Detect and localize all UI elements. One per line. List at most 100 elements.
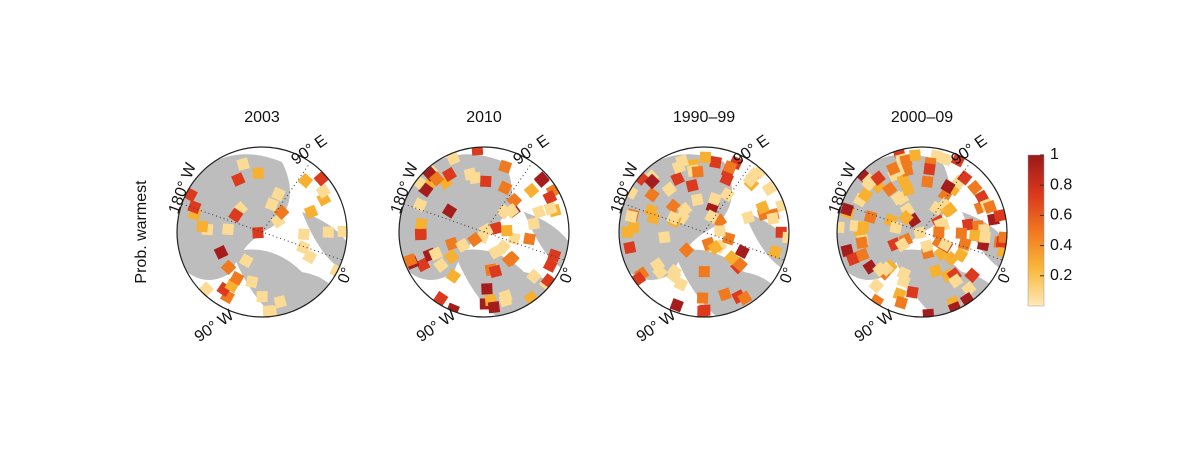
map-cell bbox=[882, 181, 898, 197]
map-cell bbox=[855, 247, 870, 262]
map-cell bbox=[322, 226, 334, 238]
map-cell bbox=[690, 193, 704, 207]
map-cell bbox=[441, 203, 458, 219]
map-cell bbox=[501, 224, 513, 237]
map-cell bbox=[717, 287, 732, 302]
map-cell bbox=[982, 199, 998, 215]
map-cell bbox=[894, 237, 910, 253]
lon-label: 0° bbox=[335, 265, 356, 285]
map-cell bbox=[978, 231, 991, 244]
map-cell bbox=[707, 192, 722, 207]
lon-label: 90° W bbox=[634, 306, 680, 346]
map-cell bbox=[964, 267, 980, 284]
map-cell bbox=[256, 291, 268, 303]
map-cell bbox=[533, 172, 550, 188]
map-cell bbox=[273, 204, 290, 221]
map-cell bbox=[455, 237, 471, 254]
map-cell bbox=[497, 180, 513, 196]
map-cell bbox=[229, 270, 245, 286]
map-cell bbox=[863, 210, 878, 224]
map-cell bbox=[443, 248, 460, 265]
map-cell bbox=[480, 175, 492, 188]
map-cell bbox=[303, 204, 319, 220]
map-cell bbox=[488, 264, 503, 279]
map-cell bbox=[737, 290, 753, 306]
map-cell bbox=[315, 183, 331, 199]
map-cell bbox=[696, 292, 709, 304]
map-cell bbox=[890, 190, 906, 206]
map-cell bbox=[669, 298, 684, 313]
map-cell bbox=[403, 253, 418, 268]
map-cell bbox=[415, 217, 428, 231]
map-cell bbox=[236, 157, 250, 171]
map-cell bbox=[742, 172, 759, 188]
meridian bbox=[841, 203, 1003, 261]
map-cell bbox=[523, 182, 540, 199]
map-cell bbox=[909, 149, 922, 162]
map-cell bbox=[878, 261, 894, 277]
map-cell bbox=[644, 173, 660, 190]
map-cell bbox=[428, 171, 445, 187]
lon-label: 0° bbox=[995, 265, 1016, 285]
map-border bbox=[176, 146, 348, 318]
map-cell bbox=[623, 241, 637, 255]
map-cell bbox=[734, 244, 750, 259]
colorbar bbox=[1027, 154, 1045, 307]
map-cell bbox=[940, 179, 956, 195]
map-cell bbox=[487, 301, 501, 314]
map-cell bbox=[412, 197, 428, 212]
map-cell bbox=[444, 236, 459, 251]
map-cell bbox=[649, 257, 666, 273]
map-cell bbox=[264, 197, 279, 212]
map-cell bbox=[697, 305, 709, 317]
lon-label: 90° W bbox=[192, 306, 238, 346]
map-cell bbox=[661, 181, 677, 197]
map-cell bbox=[698, 266, 710, 278]
map-cell bbox=[957, 236, 972, 251]
map-cell bbox=[543, 201, 558, 216]
map-cell bbox=[868, 278, 885, 294]
map-cell bbox=[870, 170, 886, 186]
map-cell bbox=[840, 243, 854, 258]
map-cell bbox=[504, 250, 520, 267]
map-cell bbox=[857, 221, 870, 234]
map-cell bbox=[961, 280, 977, 297]
map-cell bbox=[666, 268, 682, 284]
map-cell bbox=[666, 210, 681, 226]
map-cell bbox=[302, 249, 318, 265]
map-cell bbox=[670, 171, 685, 187]
map-cell bbox=[433, 257, 449, 273]
map bbox=[177, 147, 347, 317]
map-cell bbox=[889, 221, 903, 234]
map-cell bbox=[478, 222, 494, 238]
map-cell bbox=[704, 209, 720, 225]
map-cell bbox=[231, 172, 246, 187]
map-cell bbox=[471, 147, 484, 156]
meridian bbox=[623, 203, 785, 261]
map-cell bbox=[196, 220, 209, 233]
map-cell bbox=[297, 228, 310, 241]
map-cell bbox=[719, 187, 735, 203]
panel-title: 2000–09 bbox=[891, 109, 953, 126]
map-cell bbox=[857, 187, 874, 203]
map-cell bbox=[262, 305, 275, 317]
map-cell bbox=[937, 237, 953, 253]
map-cell bbox=[709, 155, 723, 169]
map-cell bbox=[445, 268, 462, 284]
map-cell bbox=[441, 166, 457, 182]
map-cell bbox=[428, 246, 444, 262]
land bbox=[302, 212, 347, 272]
map-cell bbox=[938, 152, 953, 167]
colorbar-tick-label: 0.8 bbox=[1050, 176, 1072, 193]
map-cell bbox=[222, 223, 235, 236]
map-cell bbox=[913, 226, 927, 240]
map-cell bbox=[665, 198, 682, 215]
map-cell bbox=[489, 221, 504, 235]
map-cell bbox=[782, 231, 789, 244]
map bbox=[619, 147, 789, 317]
lon-label: 90° W bbox=[852, 306, 898, 346]
colorbar-tick-label: 0.6 bbox=[1050, 207, 1072, 224]
map-cell bbox=[919, 239, 934, 253]
map-cell bbox=[998, 231, 1007, 244]
map-cell bbox=[766, 212, 780, 225]
